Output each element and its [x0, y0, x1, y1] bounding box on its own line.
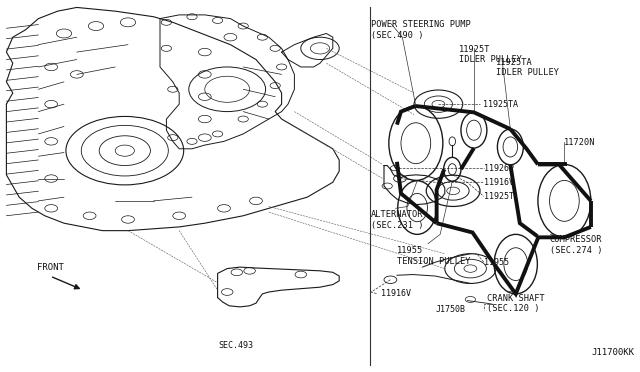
Text: 11925TA
IDLER PULLEY: 11925TA IDLER PULLEY: [495, 58, 559, 77]
Text: FRONT: FRONT: [37, 263, 64, 272]
Text: 11916V: 11916V: [484, 178, 514, 187]
Text: COMPRESSOR
(SEC.274 ): COMPRESSOR (SEC.274 ): [550, 235, 602, 254]
Text: ALTERNATOR
(SEC.231 ): ALTERNATOR (SEC.231 ): [371, 210, 424, 230]
Text: 11955
TENSION PULLEY: 11955 TENSION PULLEY: [397, 246, 470, 266]
Text: J11700KK: J11700KK: [591, 348, 635, 357]
Text: CRANK SHAFT
(SEC.120 ): CRANK SHAFT (SEC.120 ): [488, 294, 545, 313]
Text: J1750B: J1750B: [435, 305, 465, 314]
Text: SEC.493: SEC.493: [218, 341, 253, 350]
Text: 11925T
IDLER PULLEY: 11925T IDLER PULLEY: [459, 45, 522, 64]
Text: POWER STEERING PUMP
(SEC.490 ): POWER STEERING PUMP (SEC.490 ): [371, 20, 471, 40]
Text: 11720N: 11720N: [564, 138, 596, 147]
Text: 11955: 11955: [484, 258, 509, 267]
Text: 11916V: 11916V: [381, 289, 412, 298]
Text: 11925TA: 11925TA: [483, 100, 518, 109]
Text: 11925T: 11925T: [484, 192, 514, 201]
Text: 11926P: 11926P: [484, 164, 514, 173]
